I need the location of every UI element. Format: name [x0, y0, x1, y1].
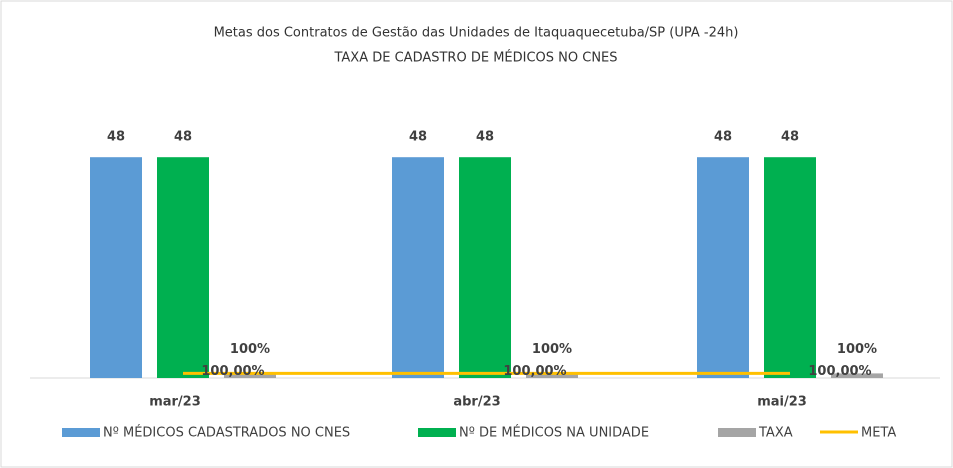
- data-label: 100,00%: [808, 364, 871, 379]
- data-label: 48: [781, 130, 799, 145]
- bar: [224, 373, 276, 378]
- data-label: 100%: [230, 342, 270, 357]
- chart-title: Metas dos Contratos de Gestão das Unidad…: [214, 26, 739, 41]
- bar: [764, 157, 816, 378]
- x-tick-label: mai/23: [757, 395, 807, 410]
- bar: [831, 373, 883, 378]
- x-tick-label: mar/23: [149, 395, 201, 410]
- chart-subtitle: TAXA DE CADASTRO DE MÉDICOS NO CNES: [333, 50, 617, 66]
- data-label: 100,00%: [201, 364, 264, 379]
- legend-label: Nº DE MÉDICOS NA UNIDADE: [459, 425, 649, 441]
- legend-label: Nº MÉDICOS CADASTRADOS NO CNES: [103, 425, 350, 441]
- bar: [526, 373, 578, 378]
- legend-label: META: [861, 426, 896, 441]
- data-label: 48: [107, 130, 125, 145]
- data-label: 48: [476, 130, 494, 145]
- data-label: 48: [714, 130, 732, 145]
- data-label: 48: [174, 130, 192, 145]
- data-label: 100,00%: [503, 364, 566, 379]
- legend-swatch: [718, 428, 756, 437]
- x-tick-label: abr/23: [453, 395, 500, 410]
- data-label: 100%: [532, 342, 572, 357]
- bar: [697, 157, 749, 378]
- legend-swatch: [62, 428, 100, 437]
- bar: [459, 157, 511, 378]
- bar: [90, 157, 142, 378]
- legend-label: TAXA: [758, 426, 793, 441]
- bar: [157, 157, 209, 378]
- data-label: 100%: [837, 342, 877, 357]
- data-label: 48: [409, 130, 427, 145]
- legend-swatch: [418, 428, 456, 437]
- bar: [392, 157, 444, 378]
